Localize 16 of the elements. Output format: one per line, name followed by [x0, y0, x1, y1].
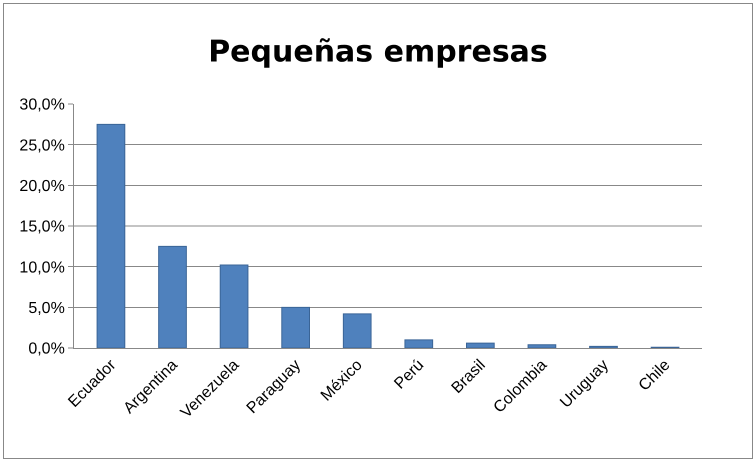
y-tick-label: 20,0%: [19, 178, 65, 195]
y-tick-label: 5,0%: [28, 300, 65, 317]
bar: [466, 342, 495, 348]
bar: [342, 313, 372, 348]
chart-title: Pequeñas empresas: [208, 34, 548, 70]
bar: [220, 264, 248, 348]
bar: [528, 344, 556, 348]
bar: [158, 246, 187, 348]
bar: [404, 339, 434, 348]
y-tick-label: 10,0%: [19, 259, 65, 276]
y-tick-label: 30,0%: [19, 96, 65, 114]
y-tick-label: 15,0%: [19, 218, 65, 236]
y-tick-label: 0,0%: [28, 340, 65, 358]
bar: [96, 124, 126, 348]
y-tick-label: 25,0%: [19, 137, 65, 154]
bar: [281, 306, 310, 348]
